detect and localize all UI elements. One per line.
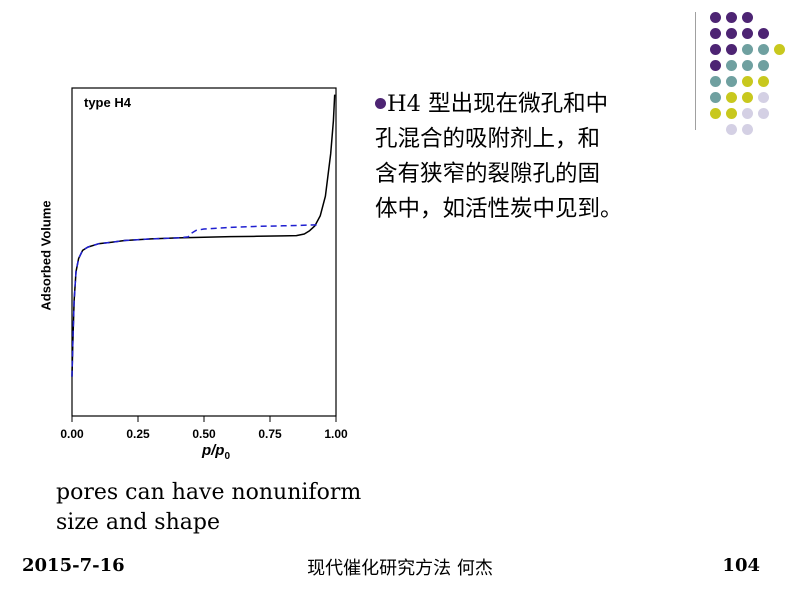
decorative-dot <box>710 76 721 87</box>
plot-frame <box>71 87 337 417</box>
decorative-dot <box>710 108 721 119</box>
x-tick-label: 0.25 <box>126 427 150 441</box>
decorative-dot <box>710 28 721 39</box>
adsorption-branch-line <box>71 94 336 377</box>
x-tick-label: 0.50 <box>192 427 216 441</box>
chart-svg: 0.00 0.25 0.50 0.75 1.00 <box>60 87 348 441</box>
decorative-dot <box>758 28 769 39</box>
bullet-line-1-text: H4 型出现在微孔和中 <box>387 91 609 117</box>
decorative-dot <box>742 124 753 135</box>
decorative-dot <box>710 12 721 23</box>
decorative-dot <box>742 44 753 55</box>
chart-caption: pores can have nonuniform size and shape <box>56 478 366 538</box>
x-axis-label-main: p/p <box>201 442 225 459</box>
decorative-dot <box>758 92 769 103</box>
decorative-dot <box>758 76 769 87</box>
decorative-dot <box>726 92 737 103</box>
x-axis-label: p/p0 <box>166 442 266 462</box>
decorative-dot <box>726 108 737 119</box>
decorative-dot <box>742 60 753 71</box>
decorative-dot <box>710 60 721 71</box>
decorative-dot <box>774 44 785 55</box>
desorption-branch-line <box>71 224 318 377</box>
decorative-divider <box>695 12 696 130</box>
decorative-dot <box>742 12 753 23</box>
bullet-line-4: 体中，如活性炭中见到。 <box>375 196 623 222</box>
decorative-dot-grid <box>696 10 796 135</box>
chart-title: type H4 <box>84 95 131 110</box>
caption-line-2: size and shape <box>56 510 220 535</box>
decorative-dot <box>726 124 737 135</box>
footer-title: 现代催化研究方法 何杰 <box>307 558 493 579</box>
page-number: 104 <box>722 555 760 576</box>
bullet-dot-icon <box>375 98 386 109</box>
footer-date: 2015-7-16 <box>22 555 125 576</box>
decorative-dot <box>726 28 737 39</box>
decorative-dot <box>710 44 721 55</box>
decorative-dot <box>742 28 753 39</box>
decorative-dot <box>710 92 721 103</box>
decorative-dot <box>726 76 737 87</box>
decorative-dot <box>758 60 769 71</box>
isotherm-chart: 0.00 0.25 0.50 0.75 1.00 type H4 Adsorbed Vo… <box>38 80 360 480</box>
decorative-dot <box>742 92 753 103</box>
x-tick-label: 1.00 <box>324 427 348 441</box>
decorative-dot <box>742 76 753 87</box>
bullet-paragraph: H4 型出现在微孔和中 孔混合的吸附剂上，和 含有狭窄的裂隙孔的固 体中，如活性… <box>375 87 695 227</box>
bullet-line-2: 孔混合的吸附剂上，和 <box>375 126 601 152</box>
bullet-line-3: 含有狭窄的裂隙孔的固 <box>375 161 601 187</box>
x-axis-label-sub: 0 <box>224 451 231 462</box>
y-axis-label: Adsorbed Volume <box>38 200 54 311</box>
decorative-dot <box>758 44 769 55</box>
decorative-dot <box>742 108 753 119</box>
decorative-dot <box>758 108 769 119</box>
decorative-dot <box>726 60 737 71</box>
decorative-dot <box>726 12 737 23</box>
x-tick-label: 0.00 <box>60 427 84 441</box>
caption-line-1: pores can have nonuniform <box>56 480 362 505</box>
decorative-dot <box>726 44 737 55</box>
x-tick-label: 0.75 <box>258 427 282 441</box>
bullet-line-1: H4 型出现在微孔和中 <box>375 87 695 122</box>
